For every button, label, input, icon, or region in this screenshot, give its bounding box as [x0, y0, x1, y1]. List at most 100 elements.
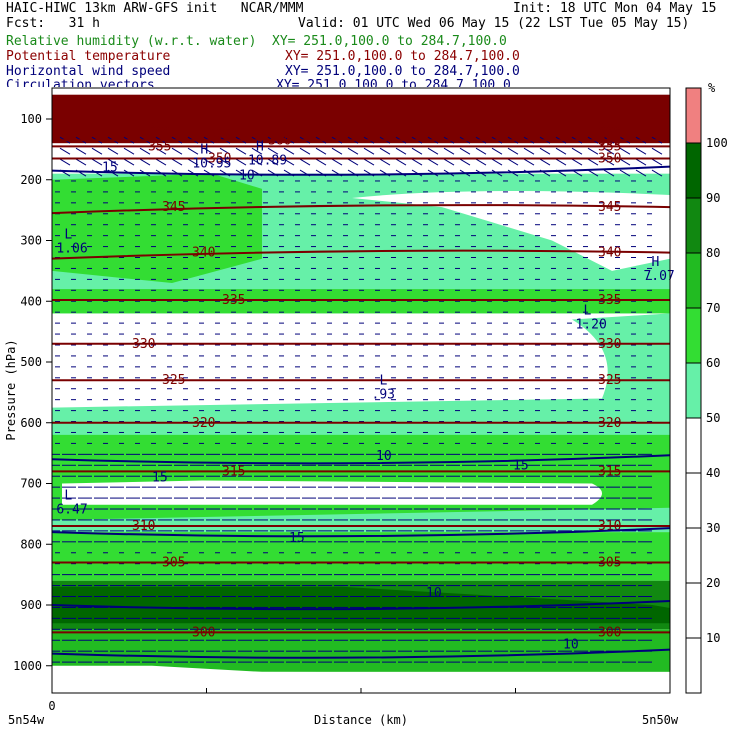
theta-contour-label: 325	[162, 373, 185, 388]
colorbar-swatch	[686, 473, 701, 528]
colorbar-label: 70	[706, 301, 720, 315]
theta-contour-label: 305	[598, 555, 621, 570]
field-vectors-xy: XY= 251.0,100.0 to 284.7,100.0	[276, 78, 511, 87]
wind-speed-label: 10	[239, 168, 255, 183]
x-axis-right-label: 5n50w	[642, 713, 679, 727]
theta-contour-label: 380	[598, 121, 621, 136]
rh-dry-slot-lower	[62, 480, 602, 505]
theta-contour-label: 355	[148, 139, 171, 154]
theta-contour-label: 320	[192, 416, 215, 431]
y-axis-title: Pressure (hPa)	[4, 339, 18, 440]
colorbar-swatch	[686, 583, 701, 638]
colorbar-unit: %	[708, 81, 716, 95]
field-wind-name: Horizontal wind speed	[6, 64, 171, 79]
theta-contour-label: 300	[192, 625, 215, 640]
extremum-value: 6.47	[56, 503, 87, 518]
colorbar-swatch	[686, 308, 701, 363]
theta-contour-label: 320	[598, 416, 621, 431]
rh-band-870	[52, 586, 670, 624]
colorbar-label: 10	[706, 631, 720, 645]
field-theta-name: Potential temperature	[6, 49, 171, 64]
theta-contour-label: 335	[222, 293, 245, 308]
wind-speed-contour-line	[52, 454, 670, 465]
wind-speed-label: 10	[376, 449, 392, 464]
wind-speed-contour-line	[52, 600, 670, 611]
x-axis-tick-label: 0	[48, 699, 55, 713]
theta-contour-label: 335	[598, 293, 621, 308]
theta-contour-label: 310	[132, 519, 155, 534]
field-vectors-name: Circulation vectors	[6, 78, 155, 87]
colorbar-swatch	[686, 528, 701, 583]
x-axis-left-label: 5n54w	[8, 713, 45, 727]
extremum-value: 7.07	[643, 269, 674, 284]
theta-contour-label: 345	[598, 200, 621, 215]
extremum-marker: L	[583, 303, 591, 318]
wind-speed-label: 10	[563, 637, 579, 652]
colorbar-label: 100	[706, 136, 728, 150]
extremum-value: 1.06	[56, 242, 87, 257]
extremum-marker: L	[380, 373, 388, 388]
extremum-value: 10.89	[248, 153, 287, 168]
rh-below-ground	[52, 665, 670, 693]
extremum-value: 10.95	[192, 156, 231, 171]
colorbar-label: 40	[706, 466, 720, 480]
colorbar-swatch	[686, 638, 701, 693]
wind-speed-contour-line	[52, 648, 670, 659]
y-axis-tick-label: 1000	[13, 659, 42, 673]
field-theta-xy: XY= 251.0,100.0 to 284.7,100.0	[285, 49, 520, 64]
theta-contour-label: 360	[268, 133, 291, 148]
y-axis-tick-label: 300	[20, 234, 42, 248]
theta-contour-label: 325	[598, 373, 621, 388]
header-init-time: Init: 18 UTC Mon 04 May 15	[513, 1, 717, 16]
rh-band-mid-east	[52, 313, 670, 423]
wind-speed-label: 15	[513, 458, 529, 473]
wind-speed-label: 15	[102, 161, 118, 176]
theta-contour-label: 330	[598, 337, 621, 352]
theta-contour-label: 330	[132, 337, 155, 352]
colorbar-swatch	[686, 363, 701, 418]
theta-contour-line	[52, 204, 670, 215]
field-rh-xy: XY= 251.0,100.0 to 284.7,100.0	[272, 34, 507, 49]
y-axis-tick-label: 400	[20, 294, 42, 308]
colorbar-swatch	[686, 253, 701, 308]
extremum-marker: L	[64, 489, 72, 504]
theta-contour-label: 365	[208, 127, 231, 142]
wind-speed-label: 15	[289, 531, 305, 546]
wind-speed-contour-line	[52, 527, 670, 538]
theta-contour-label: 350	[598, 151, 621, 166]
colorbar-label: 60	[706, 356, 720, 370]
colorbar-label: 30	[706, 521, 720, 535]
y-axis-tick-label: 800	[20, 537, 42, 551]
field-rh-name: Relative humidity (w.r.t. water)	[6, 34, 257, 49]
rh-dry-slot-middle	[52, 319, 608, 408]
theta-contour-label: 360	[598, 133, 621, 148]
colorbar-label: 20	[706, 576, 720, 590]
colorbar-swatch	[686, 418, 701, 473]
rh-band-940	[52, 629, 670, 672]
y-axis-tick-label: 700	[20, 477, 42, 491]
wind-speed-contour-line	[52, 165, 670, 176]
theta-contour-line	[52, 249, 670, 260]
x-axis-title: Distance (km)	[314, 713, 408, 727]
header-model-title: HAIC-HIWC 13km ARW-GFS init NCAR/MMM	[6, 1, 304, 16]
field-wind-xy: XY= 251.0,100.0 to 284.7,100.0	[285, 64, 520, 79]
extremum-marker: H	[200, 142, 208, 157]
theta-contour-label: 345	[162, 200, 185, 215]
wind-speed-label: 15	[152, 470, 168, 485]
y-axis-tick-label: 100	[20, 112, 42, 126]
rh-band-620	[52, 434, 670, 520]
extremum-marker: H	[651, 255, 659, 270]
rh-band-upper-west	[52, 173, 262, 284]
extremum-value: 1.20	[575, 317, 606, 332]
theta-contour-label: 315	[598, 464, 621, 479]
circulation-vectors	[52, 136, 663, 663]
colorbar-label: 90	[706, 191, 720, 205]
y-axis-tick-label: 900	[20, 598, 42, 612]
wind-speed-label: 10	[426, 586, 442, 601]
wind-speed-contours: 15 10 10 15 15 15 10 10	[52, 161, 670, 659]
colorbar-swatch	[686, 198, 701, 253]
theta-contour-label: 315	[222, 464, 245, 479]
theta-contour-label: 380	[148, 121, 171, 136]
